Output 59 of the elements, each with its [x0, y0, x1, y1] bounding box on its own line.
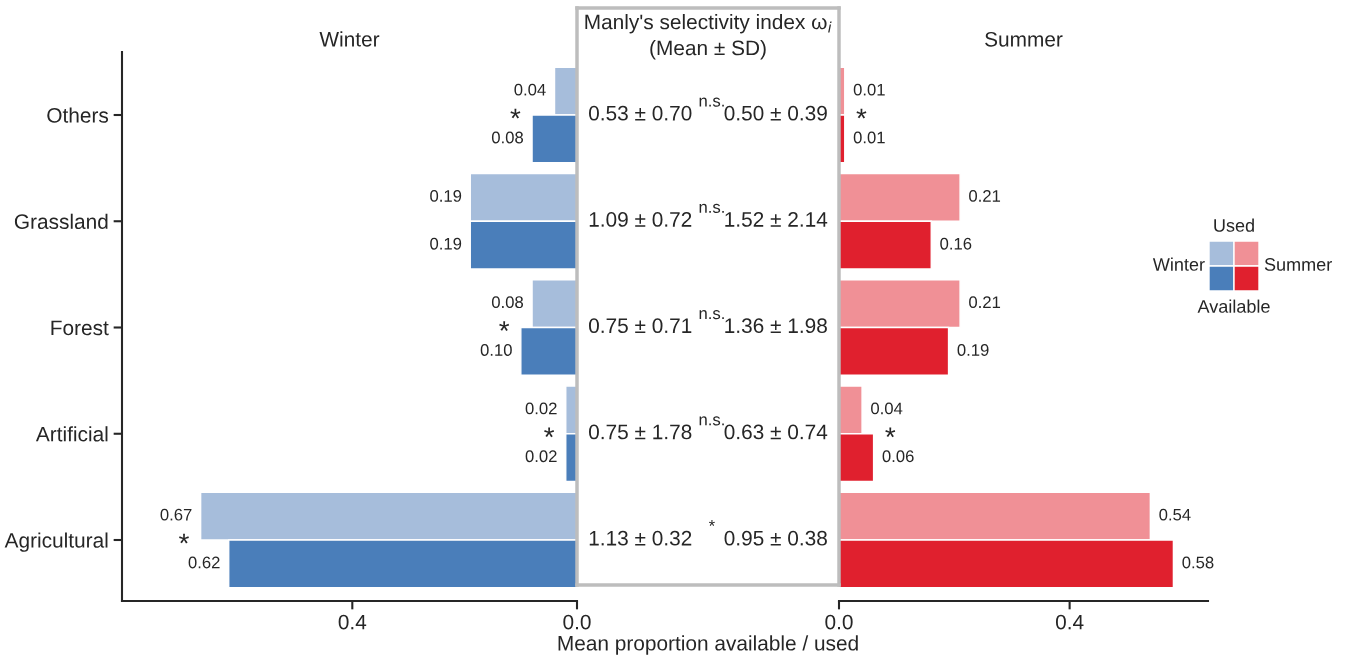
text: 0.63 ± 0.74	[724, 424, 828, 440]
text: 0.53 ± 0.70	[589, 105, 692, 121]
data-label: 0.19	[957, 344, 989, 356]
data-label: 0.16	[940, 237, 972, 250]
x-tick-label: 0.4	[1055, 614, 1084, 630]
annotation: *	[856, 108, 867, 119]
data-label: 0.10	[480, 344, 512, 356]
data-label: 0.08	[491, 296, 524, 309]
text: n.s.	[699, 310, 724, 320]
text: Summer	[985, 31, 1063, 47]
text: 1.52 ± 2.14	[725, 212, 828, 227]
chart-title: Summer	[1264, 258, 1332, 271]
text: 0.50 ± 0.39	[724, 105, 827, 121]
y-tick-label: Artificial	[35, 426, 108, 442]
legend-label: Available	[1197, 299, 1270, 313]
text: 0.75 ± 0.71	[589, 318, 692, 334]
annotation: *	[885, 427, 896, 438]
data-label: 0.02	[525, 402, 557, 415]
data-label: 0.19	[430, 190, 462, 202]
y-tick-label: Grassland	[14, 213, 108, 229]
chart-title: Winter	[319, 31, 380, 47]
data-label: 0.21	[969, 190, 1001, 202]
text: 1.36 ± 1.98	[725, 318, 827, 334]
annotation: *	[544, 427, 555, 438]
x-tick-label: 0.0	[825, 614, 853, 630]
data-label: 0.04	[514, 83, 546, 96]
data-label: 0.08	[491, 131, 524, 144]
data-label: 0.21	[969, 296, 1001, 309]
x-tick-label: 0.0	[563, 614, 591, 630]
y-tick-label: Agricultural	[4, 532, 108, 552]
text: n.s.	[699, 416, 724, 426]
annotation: *	[510, 108, 521, 119]
annotation: *	[499, 321, 510, 331]
data-label: 0.01	[853, 83, 885, 96]
text: n.s.	[699, 203, 724, 213]
data-label: 0.67	[160, 508, 192, 521]
annotation: *	[179, 533, 189, 544]
text: *	[708, 520, 715, 526]
data-label: 0.06	[882, 450, 914, 463]
text: 0.75 ± 1.78	[589, 424, 692, 440]
data-label: 0.02	[525, 450, 557, 463]
data-label: 0.62	[188, 556, 220, 569]
data-label: 0.54	[1159, 508, 1191, 521]
text: 0.95 ± 0.38	[724, 530, 827, 546]
text: Manly's selectivity index ω$_{i}$	[585, 14, 832, 34]
text: n.s.	[699, 97, 724, 107]
text: (Mean ± SD)	[650, 40, 766, 60]
data-label: 0.04	[871, 402, 903, 415]
text: 1.13 ± 0.32	[589, 530, 692, 546]
text: Mean proportion available / used	[558, 635, 858, 655]
data-label: 0.58	[1182, 556, 1214, 569]
chart-title: Winter	[1152, 257, 1205, 271]
y-tick-label: Others	[47, 107, 109, 123]
data-label: 0.19	[430, 237, 462, 250]
text: Used	[1214, 218, 1254, 232]
data-label: 0.01	[853, 131, 885, 144]
y-tick-label: Forest	[51, 320, 109, 336]
text: 1.09 ± 0.72	[589, 212, 692, 227]
x-tick-label: 0.4	[338, 614, 367, 630]
